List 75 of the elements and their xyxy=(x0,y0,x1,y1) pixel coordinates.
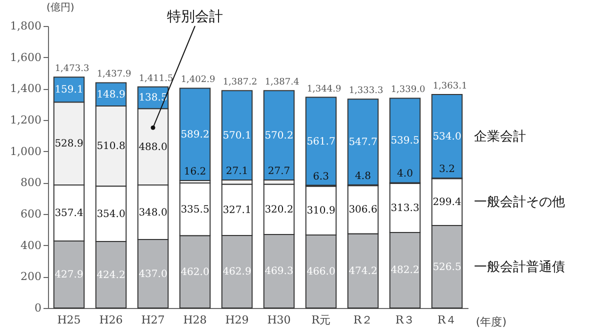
series-label: 企業会計 xyxy=(474,129,526,144)
x-tick-label: H29 xyxy=(225,314,249,326)
data-label: 561.7 xyxy=(306,136,336,148)
data-label: 27.7 xyxy=(268,166,290,177)
data-label: 466.0 xyxy=(306,266,336,278)
data-label: 482.2 xyxy=(390,265,420,276)
data-label: 327.1 xyxy=(222,204,252,216)
data-label: 424.2 xyxy=(96,270,126,281)
total-label: 1,344.9 xyxy=(306,84,342,94)
x-tick-label: H30 xyxy=(267,314,291,326)
data-label: 3.2 xyxy=(439,164,455,176)
total-label: 1,402.9 xyxy=(180,75,216,86)
y-tick-label: 600 xyxy=(20,208,42,220)
data-label: 4.0 xyxy=(397,168,413,180)
data-label: 313.3 xyxy=(390,202,420,214)
series-label: 一般会計普通債 xyxy=(474,258,565,275)
y-tick-label: 1,200 xyxy=(10,114,42,126)
x-tick-label: R２ xyxy=(353,314,373,326)
series-label: 一般会計その他 xyxy=(474,195,565,210)
y-tick-label: 1,800 xyxy=(10,20,42,32)
x-tick-label: R４ xyxy=(437,314,457,326)
x-tick-label: H26 xyxy=(99,314,123,326)
y-tick-label: 0 xyxy=(34,302,42,314)
data-label: 299.4 xyxy=(432,197,462,208)
data-label: 427.9 xyxy=(54,269,84,280)
total-label: 1,411.5 xyxy=(138,74,174,84)
data-label: 159.1 xyxy=(54,84,84,96)
total-label: 1,473.3 xyxy=(54,64,90,74)
y-tick-label: 1,000 xyxy=(10,144,42,158)
text: 特別会計 xyxy=(167,9,223,25)
data-label: 469.3 xyxy=(264,266,294,278)
x-tick-label: R元 xyxy=(311,314,331,326)
data-label: 335.5 xyxy=(180,204,210,216)
data-label: 539.5 xyxy=(390,135,420,146)
total-label: 1,339.0 xyxy=(390,85,426,96)
data-label: 437.0 xyxy=(138,268,168,280)
y-tick-label: 200 xyxy=(20,270,42,284)
data-label: 306.6 xyxy=(348,204,378,216)
x-tick-label: H28 xyxy=(183,314,207,326)
data-label: 348.0 xyxy=(138,207,168,218)
y-tick-label: 400 xyxy=(20,238,42,252)
total-label: 1,333.3 xyxy=(348,86,384,96)
data-label: 310.9 xyxy=(306,206,336,217)
data-label: 320.2 xyxy=(264,204,294,216)
data-label: 462.0 xyxy=(180,266,210,278)
data-label: 4.8 xyxy=(355,170,371,182)
total-label: 1,363.1 xyxy=(432,81,468,92)
data-label: 27.1 xyxy=(226,166,248,177)
y-tick-label: 1,400 xyxy=(10,82,42,96)
x-tick-label: H27 xyxy=(141,314,165,326)
data-label: 148.9 xyxy=(96,89,126,100)
y-tick-label: 800 xyxy=(20,176,42,190)
y-tick-label: 1,600 xyxy=(10,50,42,64)
data-label: 547.7 xyxy=(348,137,378,148)
data-label: 570.1 xyxy=(222,130,252,142)
data-label: 528.9 xyxy=(54,138,84,150)
data-label: 510.8 xyxy=(96,141,126,152)
data-label: 357.4 xyxy=(54,208,84,219)
total-label: 1,437.9 xyxy=(96,70,132,80)
data-label: 526.5 xyxy=(432,262,462,273)
data-label: 16.2 xyxy=(184,166,206,178)
y-axis-title: (億円) xyxy=(46,2,74,14)
x-tick-label: H25 xyxy=(57,314,81,326)
data-label: 534.0 xyxy=(432,131,462,142)
data-label: 354.0 xyxy=(96,208,126,220)
total-label: 1,387.2 xyxy=(222,78,258,88)
data-label: 570.2 xyxy=(264,130,294,142)
x-axis-title: (年度) xyxy=(476,316,506,328)
data-label: 474.2 xyxy=(348,266,378,277)
data-label: 462.9 xyxy=(222,266,252,278)
data-label: 589.2 xyxy=(180,129,210,140)
data-label: 488.0 xyxy=(138,142,168,153)
total-label: 1,387.4 xyxy=(264,78,300,88)
x-tick-label: R３ xyxy=(395,314,415,326)
data-label: 6.3 xyxy=(313,171,329,182)
